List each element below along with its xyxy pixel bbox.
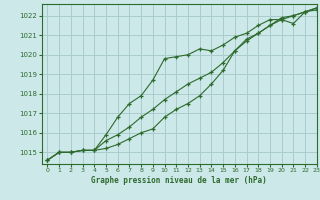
X-axis label: Graphe pression niveau de la mer (hPa): Graphe pression niveau de la mer (hPa) bbox=[91, 176, 267, 185]
